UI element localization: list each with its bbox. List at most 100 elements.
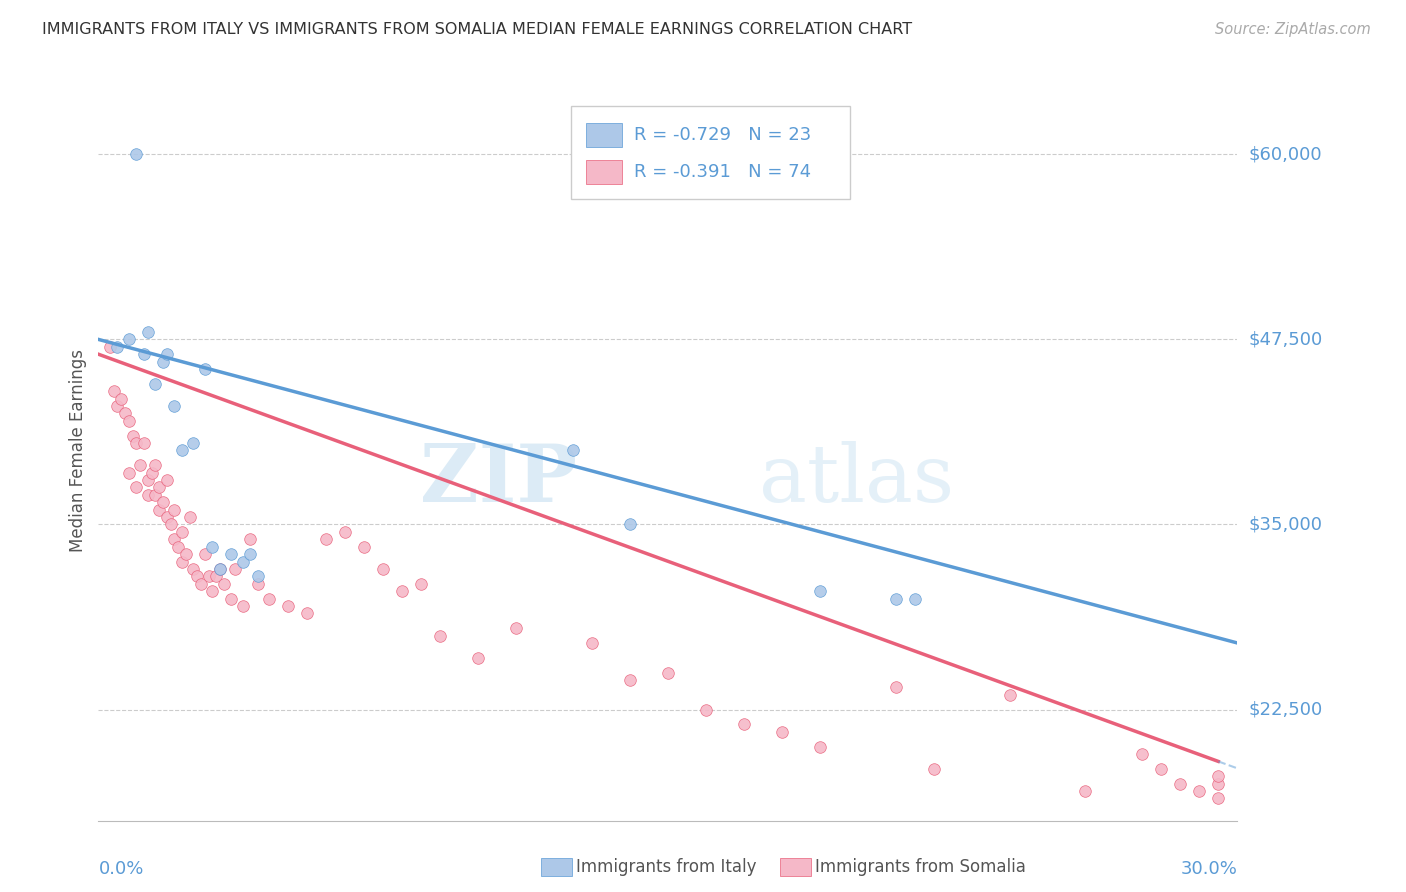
- Text: Immigrants from Somalia: Immigrants from Somalia: [815, 858, 1026, 876]
- Point: [277, 599, 299, 613]
- Point: [183, 436, 205, 450]
- Point: [1170, 776, 1192, 791]
- Point: [163, 533, 186, 547]
- FancyBboxPatch shape: [586, 123, 623, 147]
- Point: [411, 576, 433, 591]
- Point: [562, 443, 585, 458]
- Point: [212, 576, 235, 591]
- Text: Source: ZipAtlas.com: Source: ZipAtlas.com: [1215, 22, 1371, 37]
- Text: $47,500: $47,500: [1249, 330, 1323, 349]
- Point: [232, 554, 254, 569]
- Point: [297, 607, 319, 621]
- Point: [1074, 784, 1097, 798]
- Point: [152, 354, 174, 368]
- Point: [98, 340, 121, 354]
- Point: [132, 436, 155, 450]
- Point: [190, 576, 212, 591]
- Point: [208, 562, 231, 576]
- Point: [145, 458, 167, 473]
- Point: [221, 547, 243, 561]
- Point: [132, 347, 155, 361]
- Point: [163, 502, 186, 516]
- Point: [156, 473, 179, 487]
- Point: [246, 576, 269, 591]
- Point: [1208, 791, 1230, 805]
- Text: atlas: atlas: [759, 441, 955, 519]
- Point: [246, 569, 269, 583]
- Point: [1132, 747, 1154, 761]
- Point: [159, 517, 181, 532]
- Point: [1208, 776, 1230, 791]
- Point: [619, 517, 641, 532]
- Point: [118, 414, 141, 428]
- Text: R = -0.729   N = 23: R = -0.729 N = 23: [634, 126, 811, 145]
- Point: [156, 347, 179, 361]
- Point: [107, 399, 129, 413]
- Text: IMMIGRANTS FROM ITALY VS IMMIGRANTS FROM SOMALIA MEDIAN FEMALE EARNINGS CORRELAT: IMMIGRANTS FROM ITALY VS IMMIGRANTS FROM…: [42, 22, 912, 37]
- Text: 30.0%: 30.0%: [1181, 860, 1237, 878]
- Point: [136, 488, 159, 502]
- Point: [170, 524, 193, 539]
- Point: [179, 510, 201, 524]
- Point: [904, 591, 927, 606]
- Point: [183, 562, 205, 576]
- Point: [205, 569, 228, 583]
- Point: [770, 724, 793, 739]
- Point: [808, 584, 831, 599]
- Point: [1208, 769, 1230, 783]
- Point: [998, 688, 1021, 702]
- Point: [121, 428, 143, 442]
- Point: [353, 540, 375, 554]
- Point: [1150, 762, 1173, 776]
- Point: [239, 533, 262, 547]
- Point: [163, 399, 186, 413]
- Point: [156, 510, 179, 524]
- Text: ZIP: ZIP: [420, 441, 576, 519]
- Point: [581, 636, 603, 650]
- Point: [167, 540, 190, 554]
- Point: [125, 480, 148, 494]
- FancyBboxPatch shape: [586, 161, 623, 184]
- Point: [125, 147, 148, 161]
- Point: [201, 584, 224, 599]
- Point: [197, 569, 219, 583]
- Point: [103, 384, 125, 399]
- Point: [391, 584, 413, 599]
- Point: [808, 739, 831, 754]
- Point: [733, 717, 755, 731]
- Text: $35,000: $35,000: [1249, 516, 1323, 533]
- FancyBboxPatch shape: [571, 106, 851, 199]
- Text: $60,000: $60,000: [1249, 145, 1322, 163]
- Point: [136, 325, 159, 339]
- Point: [884, 591, 907, 606]
- Text: R = -0.391   N = 74: R = -0.391 N = 74: [634, 163, 811, 181]
- Point: [129, 458, 152, 473]
- Point: [114, 407, 136, 421]
- Point: [110, 392, 132, 406]
- Point: [107, 340, 129, 354]
- Point: [148, 480, 170, 494]
- Point: [259, 591, 281, 606]
- Point: [118, 332, 141, 346]
- Point: [208, 562, 231, 576]
- Point: [125, 436, 148, 450]
- Point: [221, 591, 243, 606]
- Point: [239, 547, 262, 561]
- Point: [1188, 784, 1211, 798]
- Point: [201, 540, 224, 554]
- Point: [136, 473, 159, 487]
- Point: [170, 443, 193, 458]
- Point: [141, 466, 163, 480]
- Point: [224, 562, 246, 576]
- Point: [315, 533, 337, 547]
- Text: Immigrants from Italy: Immigrants from Italy: [576, 858, 756, 876]
- Point: [145, 376, 167, 391]
- Point: [429, 628, 451, 642]
- Point: [371, 562, 394, 576]
- Point: [148, 502, 170, 516]
- Point: [467, 650, 489, 665]
- Point: [505, 621, 527, 635]
- Point: [335, 524, 357, 539]
- Text: $22,500: $22,500: [1249, 700, 1323, 719]
- Point: [174, 547, 197, 561]
